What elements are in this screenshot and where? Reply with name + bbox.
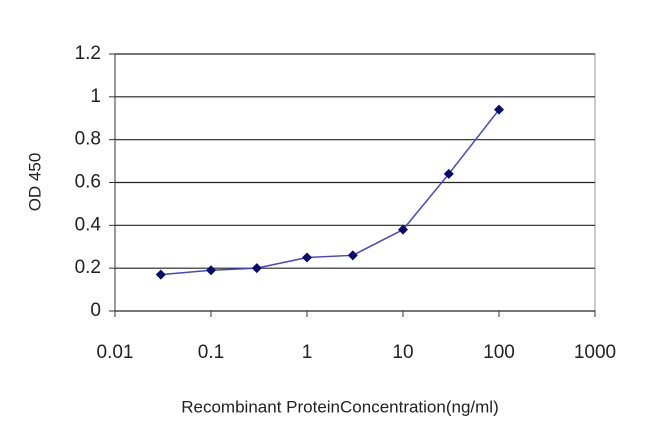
marker xyxy=(302,252,312,263)
marker xyxy=(398,224,408,235)
marker xyxy=(494,104,504,115)
y-tick-label: 0 xyxy=(90,300,101,321)
marker xyxy=(347,250,358,261)
x-tick-label: 100 xyxy=(483,342,515,363)
y-tick-label: 1 xyxy=(90,86,101,107)
x-tick-label: 1000 xyxy=(574,342,616,363)
marker xyxy=(206,265,216,276)
marker xyxy=(251,263,262,274)
marker xyxy=(443,168,454,179)
x-tick-label: 0.01 xyxy=(97,342,134,363)
x-tick-label: 1 xyxy=(302,342,313,363)
y-tick-label: 1.2 xyxy=(75,43,101,64)
marker xyxy=(155,269,166,280)
y-tick-label: 0.8 xyxy=(75,129,101,150)
y-tick-label: 0.2 xyxy=(75,257,101,278)
x-tick-label: 0.1 xyxy=(198,342,224,363)
line xyxy=(160,109,500,276)
x-tick-label: 10 xyxy=(392,342,413,363)
y-tick-label: 0.6 xyxy=(75,172,101,193)
x-axis-title: Recombinant ProteinConcentration(ng/ml) xyxy=(181,397,499,416)
y-axis-title: OD 450 xyxy=(25,153,44,212)
y-tick-label: 0.4 xyxy=(75,214,102,235)
